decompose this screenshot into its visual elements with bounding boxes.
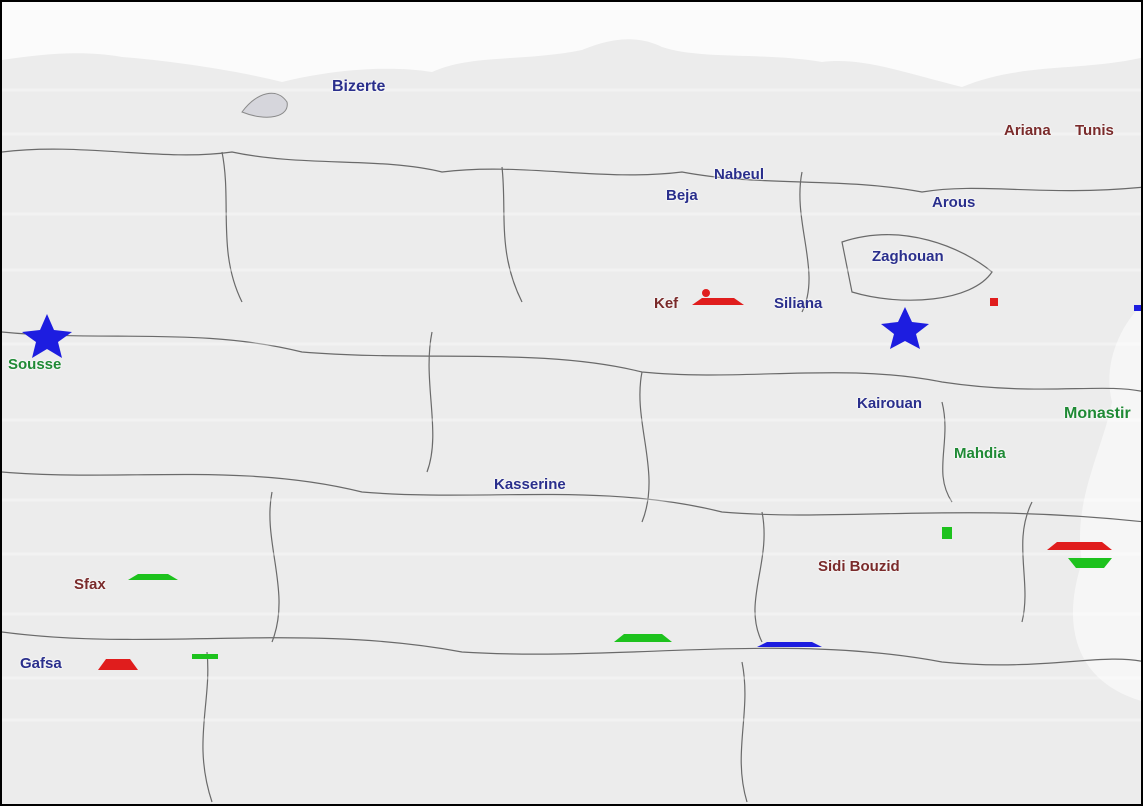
red-marker	[98, 659, 138, 670]
label-tunis[interactable]: Tunis	[1075, 122, 1114, 139]
label-sfax[interactable]: Sfax	[74, 576, 106, 593]
label-bizerte[interactable]: Bizerte	[332, 78, 386, 95]
label-siliana[interactable]: Siliana	[774, 295, 823, 312]
red-marker	[692, 298, 744, 305]
blue-star-marker	[757, 642, 822, 647]
green-marker	[1068, 558, 1112, 568]
green-marker	[128, 574, 178, 580]
label-sidi-bouzid[interactable]: Sidi Bouzid	[818, 558, 900, 575]
label-gafsa[interactable]: Gafsa	[20, 655, 62, 672]
label-kasserine[interactable]: Kasserine	[494, 476, 566, 493]
blue-star-marker	[1134, 305, 1141, 311]
label-beja[interactable]: Beja	[666, 187, 698, 204]
label-kairouan[interactable]: Kairouan	[857, 395, 923, 412]
green-marker	[614, 634, 672, 642]
map-markers	[22, 289, 1141, 670]
red-marker	[990, 298, 998, 306]
red-marker	[702, 289, 710, 297]
blue-star-marker	[881, 307, 929, 349]
label-kef[interactable]: Kef	[654, 295, 679, 312]
red-marker	[1047, 542, 1112, 550]
label-monastir[interactable]: Monastir	[1064, 405, 1131, 422]
label-sousse[interactable]: Sousse	[8, 356, 62, 373]
governorate-borders	[2, 148, 1141, 803]
label-arous[interactable]: Arous	[932, 194, 976, 211]
label-nabeul[interactable]: Nabeul	[714, 166, 765, 183]
green-marker	[192, 654, 218, 659]
green-marker	[942, 527, 952, 539]
label-mahdia[interactable]: Mahdia	[954, 445, 1006, 462]
label-ariana[interactable]: Ariana	[1004, 122, 1051, 139]
label-zaghouan[interactable]: Zaghouan	[872, 248, 944, 265]
blue-star-marker	[22, 314, 72, 358]
